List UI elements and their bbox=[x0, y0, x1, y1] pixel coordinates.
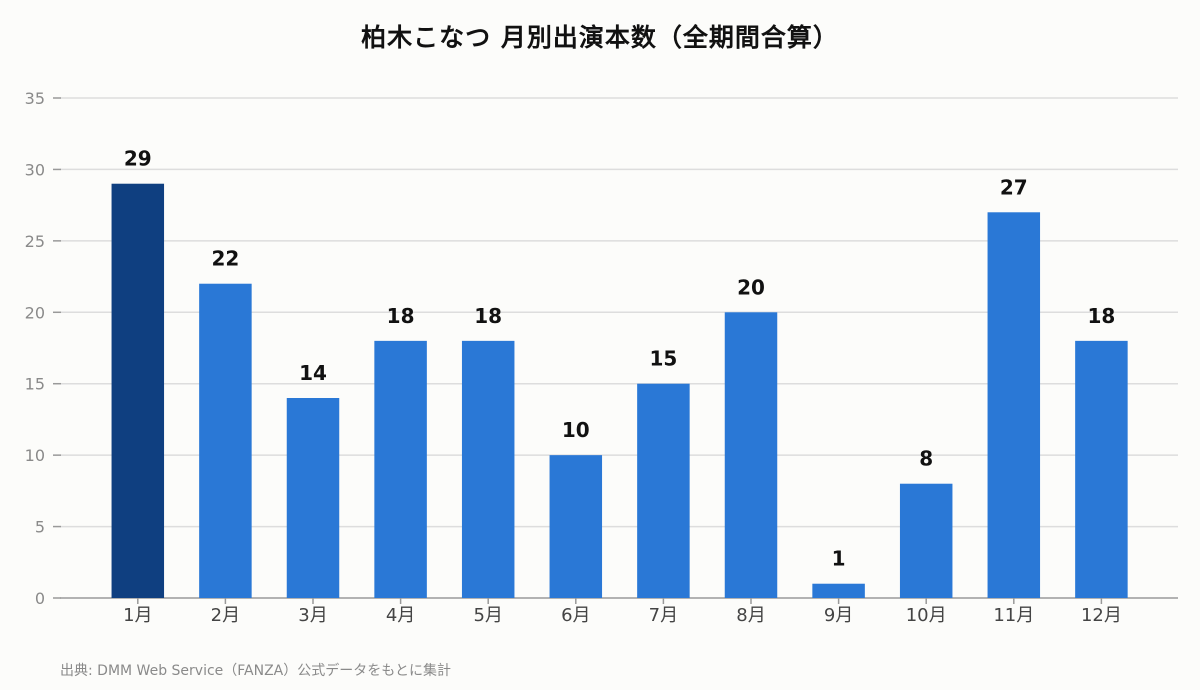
y-tick-label: 5 bbox=[35, 518, 45, 537]
bar-11月 bbox=[987, 212, 1041, 599]
x-tick-label: 8月 bbox=[736, 605, 765, 626]
data-label: 10 bbox=[562, 418, 590, 442]
data-label: 8 bbox=[919, 447, 933, 471]
data-label: 1 bbox=[832, 547, 846, 571]
y-tick-label: 35 bbox=[25, 89, 45, 108]
bar-10月 bbox=[899, 483, 953, 598]
data-label: 27 bbox=[1000, 175, 1028, 199]
x-tick-label: 2月 bbox=[211, 605, 240, 626]
x-tick-label: 1月 bbox=[123, 605, 152, 626]
chart-title: 柏木こなつ 月別出演本数（全期間合算） bbox=[361, 23, 839, 52]
source-note: 出典: DMM Web Service（FANZA）公式データをもとに集計 bbox=[60, 663, 451, 679]
y-tick-label: 25 bbox=[25, 232, 45, 251]
bar-12月 bbox=[1075, 340, 1128, 598]
bar-3月 bbox=[286, 398, 340, 598]
data-label: 20 bbox=[737, 275, 765, 299]
y-axis-ticks: 0 5 10 15 20 25 30 35 bbox=[25, 89, 61, 608]
bar-7月 bbox=[637, 383, 690, 598]
bar-9月 bbox=[812, 583, 865, 598]
x-tick-label: 4月 bbox=[386, 605, 415, 626]
bars bbox=[111, 183, 1128, 599]
bar-4月 bbox=[374, 340, 427, 598]
data-label: 29 bbox=[124, 147, 152, 171]
y-tick-label: 15 bbox=[25, 375, 45, 394]
data-label: 18 bbox=[1087, 304, 1115, 328]
bar-1月 bbox=[111, 183, 165, 598]
bar-2月 bbox=[199, 283, 252, 598]
bar-6月 bbox=[549, 455, 603, 598]
x-tick-label: 7月 bbox=[649, 605, 678, 626]
data-label: 18 bbox=[387, 304, 415, 328]
data-label: 22 bbox=[211, 247, 239, 271]
data-label: 15 bbox=[649, 347, 677, 371]
x-tick-label: 10月 bbox=[906, 605, 947, 626]
y-tick-label: 10 bbox=[25, 446, 45, 465]
x-tick-label: 12月 bbox=[1081, 605, 1122, 626]
y-tick-label: 20 bbox=[25, 303, 45, 322]
x-tick-label: 6月 bbox=[561, 605, 590, 626]
x-tick-label: 9月 bbox=[824, 605, 853, 626]
data-label: 18 bbox=[474, 304, 502, 328]
bar-8月 bbox=[724, 312, 778, 598]
y-tick-label: 0 bbox=[35, 589, 45, 608]
x-tick-label: 11月 bbox=[993, 605, 1034, 626]
bar-5月 bbox=[461, 340, 515, 598]
x-tick-label: 3月 bbox=[298, 605, 327, 626]
x-axis-ticks: 1月 2月 3月 4月 5月 6月 7月 8月 9月 10月 11月 12月 bbox=[123, 598, 1122, 626]
x-tick-label: 5月 bbox=[473, 605, 502, 626]
y-tick-label: 30 bbox=[25, 160, 45, 179]
data-label: 14 bbox=[299, 361, 327, 385]
